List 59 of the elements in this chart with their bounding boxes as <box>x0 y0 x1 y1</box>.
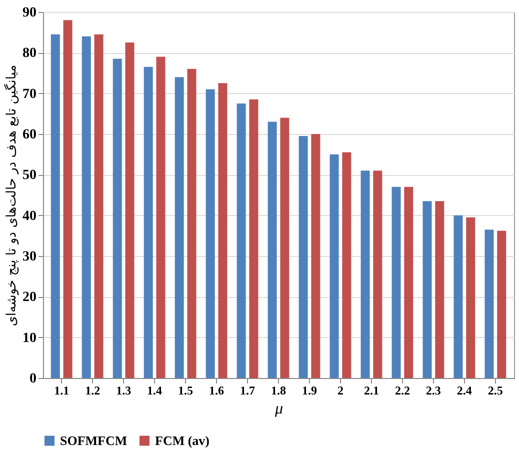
y-tick-label: 40 <box>22 208 36 224</box>
bar <box>280 118 290 378</box>
x-tick-label: 1.4 <box>147 384 162 398</box>
bar <box>404 186 414 378</box>
x-tick-label: 1.2 <box>85 384 100 398</box>
bar <box>156 56 166 378</box>
y-tick-label: 80 <box>22 46 36 62</box>
x-tick-label: 1.7 <box>240 384 256 398</box>
bar <box>497 230 506 378</box>
legend-label: FCM (av) <box>155 432 210 448</box>
bar <box>94 34 104 378</box>
bar <box>144 66 153 378</box>
y-tick-label: 20 <box>22 290 36 306</box>
bar <box>50 34 60 378</box>
y-tick-label: 90 <box>22 6 36 20</box>
x-tick-label: 1.1 <box>54 384 70 398</box>
x-tick-label: 2.5 <box>488 384 503 398</box>
bar <box>112 58 122 378</box>
y-tick-label: 10 <box>22 330 36 346</box>
bar <box>125 42 134 378</box>
bar <box>435 201 444 378</box>
bar <box>249 99 258 378</box>
y-tick-label: 0 <box>30 372 36 386</box>
bar <box>187 68 196 378</box>
bar <box>236 104 246 378</box>
x-tick-label: 1.9 <box>302 384 317 398</box>
x-tick-label: 2.4 <box>456 384 472 398</box>
x-tick-label: 1.6 <box>209 384 224 398</box>
x-tick-label: 1.3 <box>116 384 132 398</box>
bar <box>342 152 352 378</box>
x-tick-label: 2.1 <box>364 384 379 398</box>
bar <box>82 36 91 378</box>
bar <box>392 186 401 378</box>
bar <box>484 230 494 378</box>
y-tick-label: 30 <box>22 250 36 264</box>
bar <box>454 215 463 378</box>
x-tick-label: 2 <box>337 384 344 398</box>
bar <box>373 170 382 378</box>
x-tick-label: 1.5 <box>178 384 194 398</box>
x-tick-label: 2.2 <box>394 384 410 398</box>
bar <box>174 77 184 378</box>
x-tick-label: 2.3 <box>426 384 441 398</box>
y-tick-label: 60 <box>22 128 36 142</box>
legend-label: SOFMFCM <box>60 432 128 448</box>
x-tick-label: 1.8 <box>271 384 286 398</box>
y-tick-label: 50 <box>22 168 36 184</box>
bar <box>360 170 370 378</box>
bar <box>218 83 228 378</box>
y-tick-label: 70 <box>22 86 36 102</box>
bar <box>63 20 72 378</box>
bar <box>311 134 320 378</box>
bar <box>466 217 476 378</box>
bar <box>268 122 277 378</box>
bar <box>206 89 215 378</box>
bar <box>298 136 308 378</box>
bar <box>422 201 432 378</box>
y-axis-title: میانگین تابع هدف در حالت‌های دو تا پنج خوشه‌ای <box>4 64 20 326</box>
bar <box>330 154 339 378</box>
x-axis-title: μ <box>274 400 284 418</box>
